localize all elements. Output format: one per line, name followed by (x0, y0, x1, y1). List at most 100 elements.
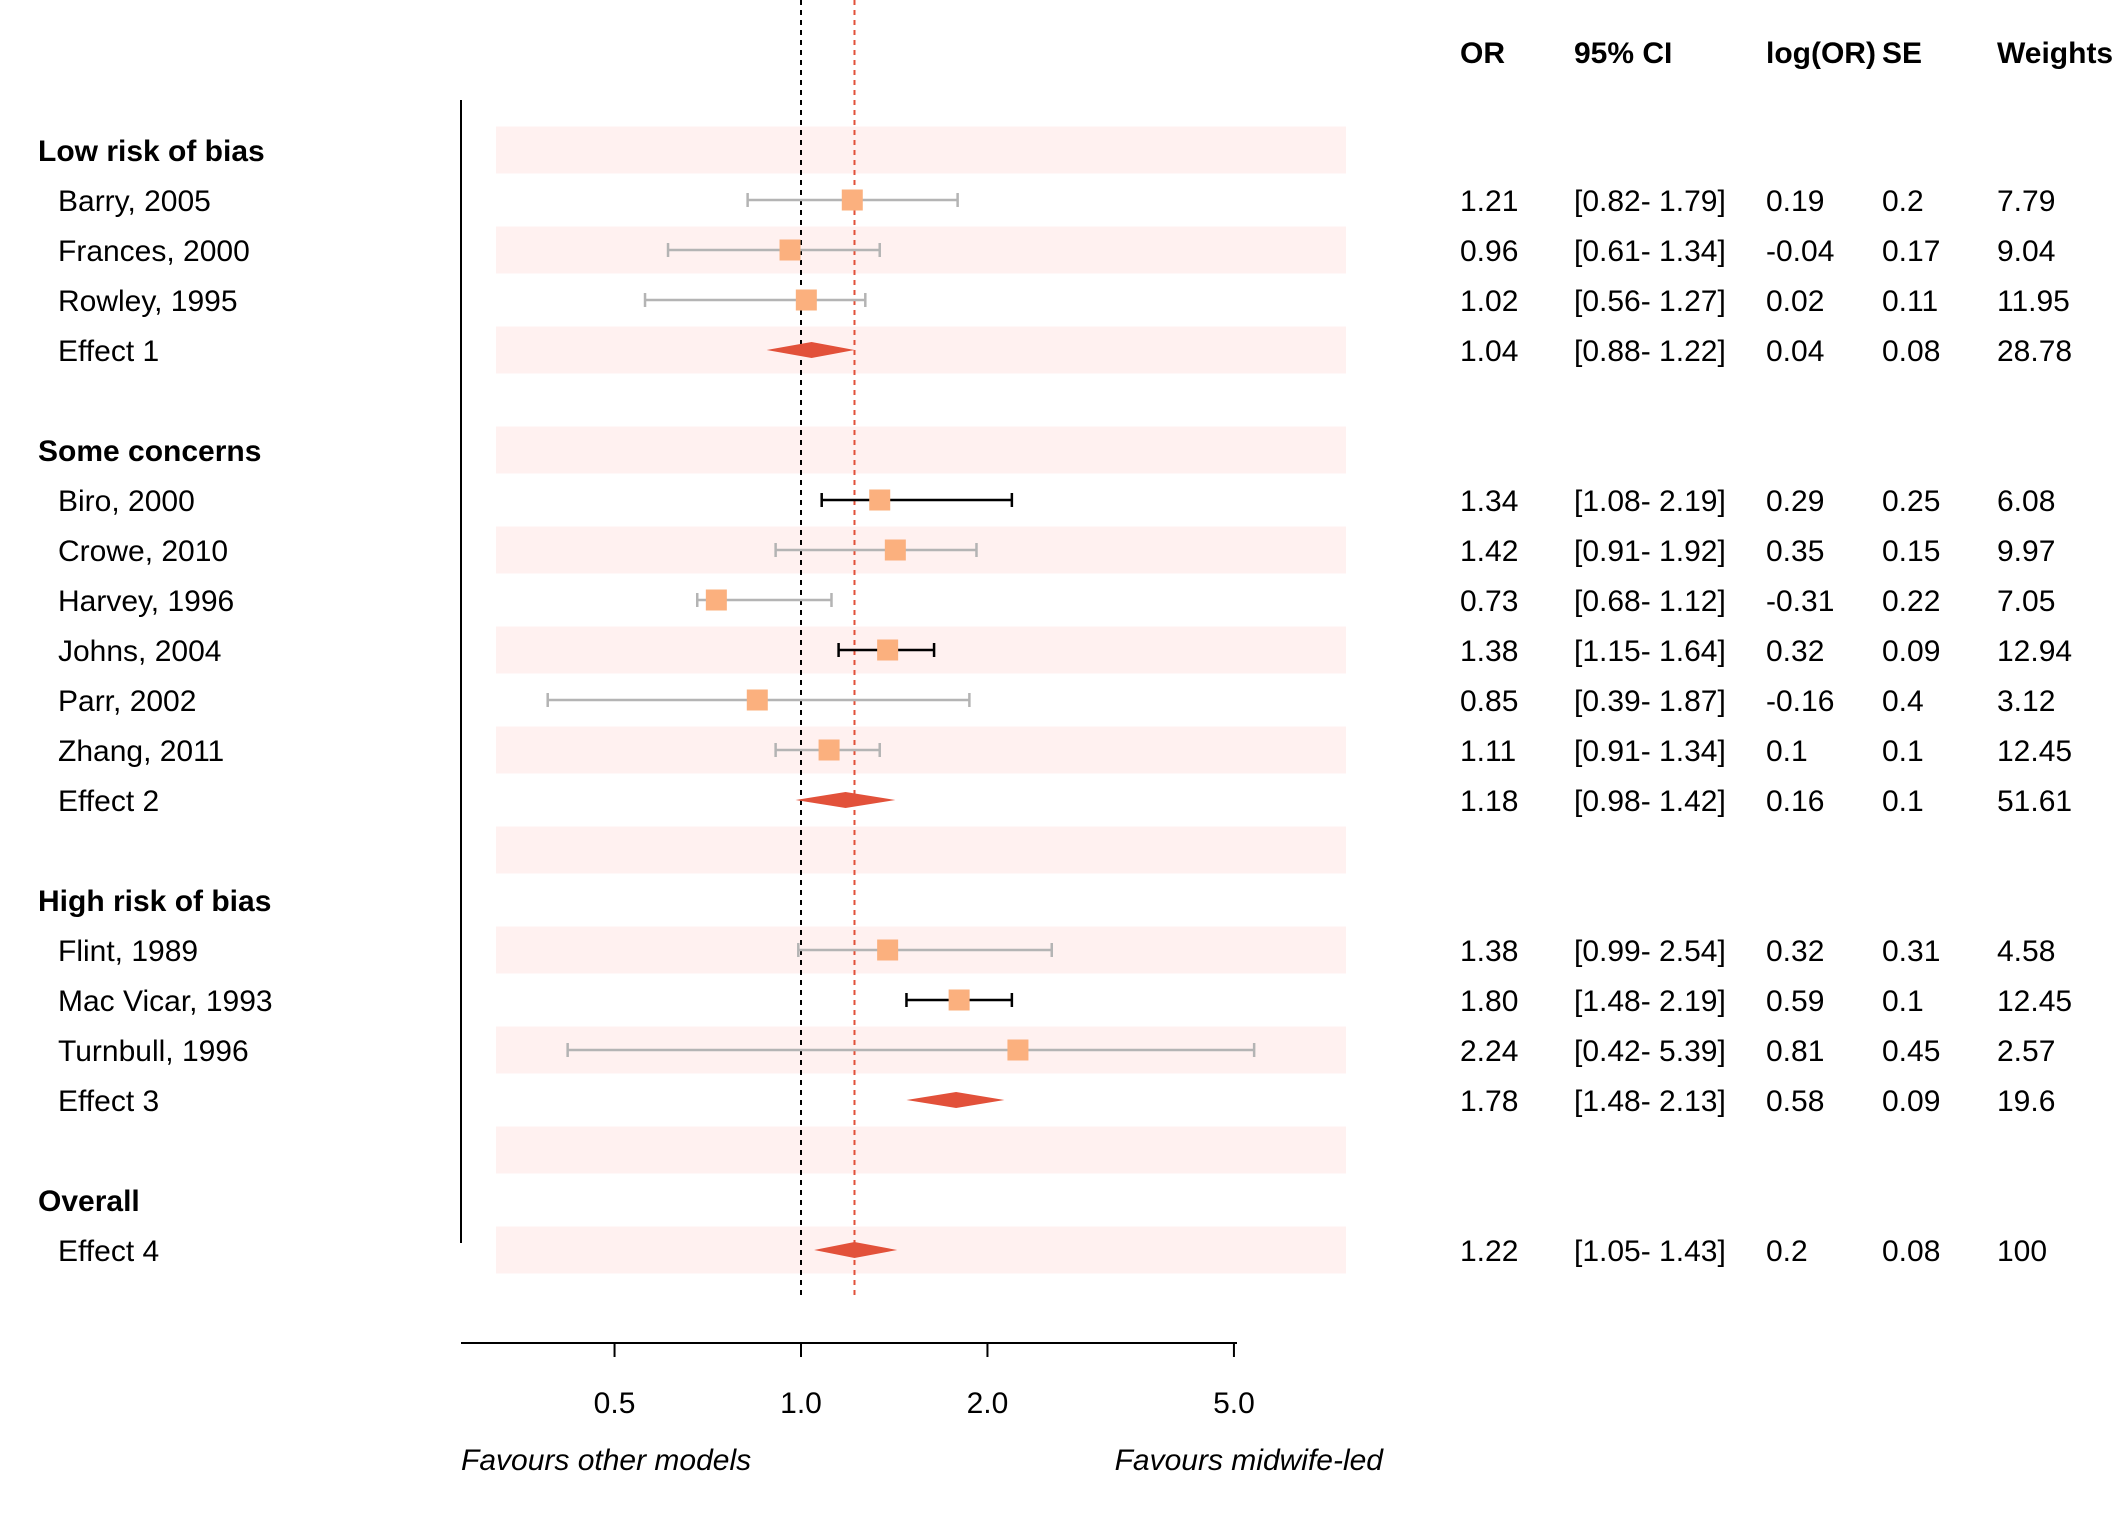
confidence-interval-value: [1.05- 1.43] (1574, 1235, 1726, 1268)
standard-error-value: 0.08 (1882, 1235, 1940, 1268)
standard-error-value: 0.31 (1882, 935, 1940, 968)
weight-value: 9.97 (1997, 535, 2055, 568)
odds-ratio-value: 0.73 (1460, 585, 1518, 618)
favours-right-label: Favours midwife-led (1115, 1444, 1385, 1477)
log-or-value: 0.32 (1766, 935, 1824, 968)
odds-ratio-value: 1.80 (1460, 985, 1518, 1018)
weight-value: 12.45 (1997, 985, 2072, 1018)
standard-error-value: 0.1 (1882, 785, 1924, 818)
weight-value: 2.57 (1997, 1035, 2055, 1068)
study-label: Mac Vicar, 1993 (58, 985, 273, 1018)
weight-value: 19.6 (1997, 1085, 2055, 1118)
confidence-interval-value: [0.82- 1.79] (1574, 185, 1726, 218)
weight-value: 28.78 (1997, 335, 2072, 368)
row-stripe (496, 326, 1346, 374)
odds-ratio-value: 1.18 (1460, 785, 1518, 818)
point-estimate-square (779, 239, 801, 261)
weight-value: 4.58 (1997, 935, 2055, 968)
point-estimate-square (795, 289, 817, 311)
log-or-value: 0.02 (1766, 285, 1824, 318)
pooled-effect-diamond (814, 1242, 898, 1258)
confidence-interval-value: [0.99- 2.54] (1574, 935, 1726, 968)
study-label: Turnbull, 1996 (58, 1035, 249, 1068)
study-label: Rowley, 1995 (58, 285, 238, 318)
weight-value: 12.94 (1997, 635, 2072, 668)
point-estimate-square (869, 489, 891, 511)
confidence-interval-value: [0.42- 5.39] (1574, 1035, 1726, 1068)
standard-error-value: 0.1 (1882, 735, 1924, 768)
study-label: Frances, 2000 (58, 235, 250, 268)
pooled-effect-diamond (906, 1092, 1005, 1108)
row-stripe (496, 126, 1346, 174)
log-or-value: 0.1 (1766, 735, 1808, 768)
x-tick-label: 1.0 (780, 1387, 822, 1420)
group-header: Overall (38, 1185, 140, 1218)
study-label: Parr, 2002 (58, 685, 196, 718)
log-or-value: 0.19 (1766, 185, 1824, 218)
standard-error-value: 0.08 (1882, 335, 1940, 368)
confidence-interval-value: [1.08- 2.19] (1574, 485, 1726, 518)
favours-left-label: Favours other models (461, 1444, 751, 1477)
confidence-interval-value: [0.91- 1.92] (1574, 535, 1726, 568)
study-label: Crowe, 2010 (58, 535, 228, 568)
log-or-value: -0.16 (1766, 685, 1834, 718)
standard-error-value: 0.4 (1882, 685, 1924, 718)
group-header: High risk of bias (38, 885, 271, 918)
point-estimate-square (1007, 1039, 1029, 1061)
row-stripe (496, 426, 1346, 474)
column-header: log(OR) (1766, 37, 1876, 70)
log-or-value: 0.35 (1766, 535, 1824, 568)
pooled-effect-diamond (766, 342, 855, 358)
odds-ratio-value: 1.04 (1460, 335, 1518, 368)
odds-ratio-value: 1.38 (1460, 935, 1518, 968)
point-estimate-square (877, 939, 899, 961)
study-label: Zhang, 2011 (58, 735, 224, 768)
weight-value: 7.05 (1997, 585, 2055, 618)
odds-ratio-value: 1.38 (1460, 635, 1518, 668)
column-header: SE (1882, 37, 1922, 70)
confidence-interval-value: [1.48- 2.13] (1574, 1085, 1726, 1118)
column-headers: OR 95% CI log(OR) SE Weights (1460, 37, 2112, 70)
column-header: OR (1460, 37, 1505, 70)
study-label: Johns, 2004 (58, 635, 221, 668)
log-or-value: 0.29 (1766, 485, 1824, 518)
column-header: Weights (1997, 37, 2112, 70)
weight-value: 7.79 (1997, 185, 2055, 218)
group-header: Low risk of bias (38, 135, 265, 168)
log-or-value: 0.58 (1766, 1085, 1824, 1118)
x-tick-label: 2.0 (967, 1387, 1009, 1420)
study-label: Barry, 2005 (58, 185, 211, 218)
standard-error-value: 0.25 (1882, 485, 1940, 518)
confidence-interval-value: [1.15- 1.64] (1574, 635, 1726, 668)
pooled-effect-label: Effect 2 (58, 785, 159, 818)
row-stripe (496, 226, 1346, 274)
log-or-value: 0.59 (1766, 985, 1824, 1018)
pooled-effect-diamond (795, 792, 896, 808)
row-stripe (496, 1226, 1346, 1274)
odds-ratio-value: 0.85 (1460, 685, 1518, 718)
odds-ratio-value: 2.24 (1460, 1035, 1518, 1068)
row-labels-and-stats: Low risk of bias Barry, 2005 1.21 [0.82- 1.… (38, 135, 2072, 1268)
weight-value: 51.61 (1997, 785, 2072, 818)
standard-error-value: 0.2 (1882, 185, 1924, 218)
study-label: Flint, 1989 (58, 935, 198, 968)
point-estimate-square (884, 539, 906, 561)
point-estimate-square (877, 639, 899, 661)
odds-ratio-value: 1.42 (1460, 535, 1518, 568)
point-estimate-square (705, 589, 727, 611)
row-stripe (496, 1126, 1346, 1174)
group-header: Some concerns (38, 435, 261, 468)
confidence-interval-value: [0.39- 1.87] (1574, 685, 1726, 718)
odds-ratio-value: 1.34 (1460, 485, 1518, 518)
row-stripe (496, 726, 1346, 774)
log-or-value: -0.31 (1766, 585, 1834, 618)
confidence-interval-value: [0.56- 1.27] (1574, 285, 1726, 318)
pooled-effect-label: Effect 3 (58, 1085, 159, 1118)
x-tick-label: 5.0 (1213, 1387, 1255, 1420)
column-header: 95% CI (1574, 37, 1672, 70)
standard-error-value: 0.09 (1882, 1085, 1940, 1118)
confidence-interval-value: [0.61- 1.34] (1574, 235, 1726, 268)
odds-ratio-value: 1.22 (1460, 1235, 1518, 1268)
x-tick-label: 0.5 (594, 1387, 636, 1420)
